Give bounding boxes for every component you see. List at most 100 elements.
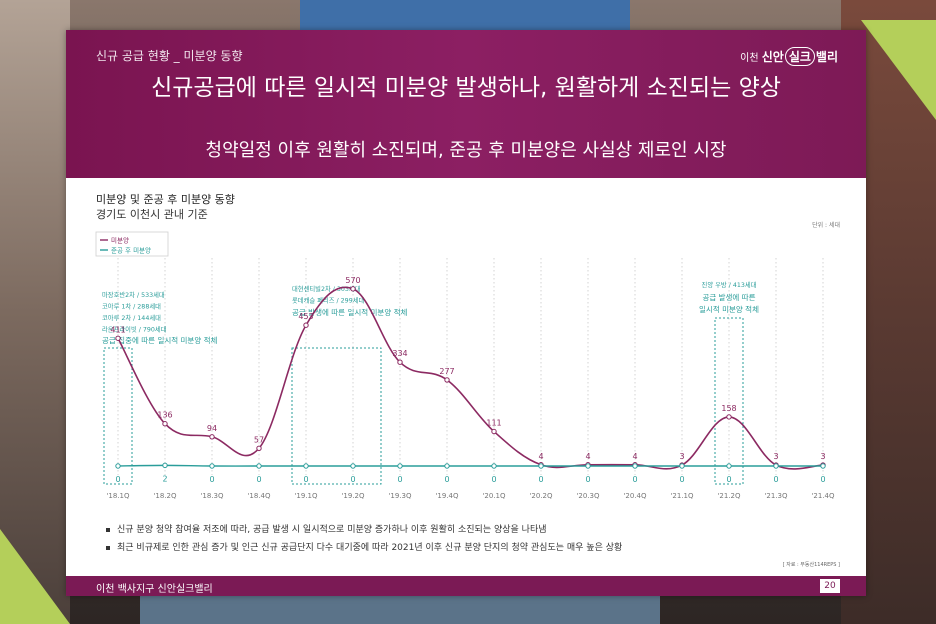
breadcrumb: 신규 공급 현황 _ 미분양 동향 — [96, 49, 243, 63]
data-label: 57 — [254, 435, 264, 444]
annotation-caption: 공급 발생에 따른 — [702, 292, 755, 302]
data-point — [350, 286, 356, 292]
x-tick-label: '20.2Q — [529, 492, 553, 500]
data-label: 0 — [491, 475, 496, 484]
data-point — [491, 428, 497, 435]
data-label: 0 — [350, 475, 355, 484]
data-point — [209, 463, 215, 469]
annotation-line: 코아루 1차 / 288세대 — [102, 302, 161, 311]
data-point — [256, 445, 262, 451]
note-item: 신규 분양 청약 참여율 저조에 따라, 공급 발생 시 일시적으로 미분양 증… — [106, 522, 547, 535]
note-item: 최근 비규제로 인한 관심 증가 및 인근 신규 공급단지 다수 대기중에 따라… — [106, 540, 622, 553]
x-tick-label: '20.1Q — [482, 492, 506, 500]
data-label: 4 — [585, 452, 590, 461]
chart-title: 미분양 및 준공 후 미분양 동향 — [96, 193, 235, 206]
x-tick-label: '19.1Q — [294, 492, 318, 500]
data-label: 570 — [345, 276, 360, 285]
data-point — [773, 463, 779, 469]
note-text: 최근 비규제로 인한 관심 증가 및 인근 신규 공급단지 다수 대기중에 따라… — [117, 543, 623, 553]
data-label: 334 — [392, 349, 407, 358]
series-line-unsold — [117, 286, 824, 470]
data-label: 0 — [256, 475, 261, 484]
data-label: 4 — [538, 452, 543, 461]
data-point — [444, 377, 450, 383]
data-label: 0 — [397, 475, 402, 484]
data-label: 0 — [538, 475, 543, 484]
legend-box — [95, 231, 169, 257]
data-label: 277 — [439, 367, 454, 376]
data-point — [820, 463, 826, 469]
data-point — [726, 414, 732, 420]
page-subtitle: 청약일정 이후 원활히 소진되며, 준공 후 미분양은 사실상 제로인 시장 — [205, 140, 727, 161]
x-tick-label: '21.4Q — [811, 492, 835, 500]
data-label: 3 — [679, 452, 684, 461]
annotation-line: 대현센티빌2차 / 303세대 — [292, 284, 361, 293]
line-chart: '18.1Q '18.2Q '18.3Q '18.4Q '19.1Q '19.2Q '19.… — [95, 231, 835, 500]
data-point — [491, 463, 497, 469]
slide: 신규 공급 현황 _ 미분양 동향 이천 신안 실크 밸리 신규공급에 따른 일시적… — [66, 30, 866, 596]
data-label: 4 — [632, 452, 637, 461]
annotation-box — [291, 347, 382, 485]
logo-brand-c: 밸리 — [815, 50, 838, 64]
logo-brand-b: 실크 — [784, 47, 815, 66]
source-note: [ 자료 : 부동산114REPS ] — [782, 562, 840, 568]
footer-text: 이천 백사지구 신안실크밸리 — [96, 584, 213, 595]
data-label: 94 — [207, 424, 217, 433]
slide-footer: 이천 백사지구 신안실크밸리 20 — [66, 576, 866, 596]
x-tick-label: '19.2Q — [341, 492, 365, 500]
annotation-line: 진양 우방 / 413세대 — [702, 280, 757, 289]
logo-brand-a: 신안 — [761, 50, 784, 64]
logo-prefix: 이천 — [740, 53, 759, 64]
data-label: 3 — [773, 452, 778, 461]
data-point — [444, 463, 450, 469]
annotation-box — [103, 347, 133, 485]
data-point — [679, 463, 685, 469]
data-label: 0 — [209, 475, 214, 484]
brand-logo: 이천 신안 실크 밸리 — [740, 47, 838, 66]
x-tick-label: '18.3Q — [200, 492, 224, 500]
background-sky — [300, 0, 630, 30]
data-label: 3 — [820, 452, 825, 461]
legend-label: 준공 후 미분양 — [111, 246, 151, 255]
data-label: 0 — [115, 475, 120, 484]
data-label: 136 — [157, 411, 172, 420]
annotation-caption: 공급 집중에 따른 일시적 미분양 적체 — [102, 335, 218, 345]
data-point — [162, 421, 168, 427]
data-label: 0 — [585, 475, 590, 484]
data-label: 0 — [679, 475, 684, 484]
data-point — [303, 463, 309, 469]
data-point — [256, 463, 262, 469]
x-tick-label: '21.3Q — [764, 492, 788, 500]
legend-label: 미분양 — [111, 236, 129, 245]
data-label: 453 — [298, 312, 313, 321]
bullet-icon — [106, 527, 110, 532]
data-point — [726, 463, 732, 469]
data-point — [397, 463, 403, 469]
data-label: 158 — [721, 404, 736, 413]
page-title: 신규공급에 따른 일시적 미분양 발생하나, 원활하게 소진되는 양상 — [151, 75, 781, 101]
chart-subtitle: 경기도 이천시 관내 기준 — [96, 208, 208, 221]
data-point — [538, 463, 544, 469]
data-point — [397, 359, 403, 365]
x-tick-label: '21.1Q — [670, 492, 694, 500]
data-point — [585, 463, 591, 469]
x-tick-label: '18.2Q — [153, 492, 177, 500]
background-water — [140, 595, 660, 624]
note-text: 신규 분양 청약 참여율 저조에 따라, 공급 발생 시 일시적으로 미분양 증… — [117, 525, 547, 535]
decor-triangle-top-right — [861, 20, 936, 120]
page-number: 20 — [820, 579, 840, 593]
annotation-line: 롯데캐슬 페리즈 / 299세대 — [292, 296, 364, 305]
data-point — [350, 463, 356, 469]
data-point — [209, 434, 215, 440]
decor-triangle-bottom-left — [0, 529, 70, 624]
x-tick-label: '20.4Q — [623, 492, 647, 500]
x-tick-label: '18.4Q — [247, 492, 271, 500]
annotation-box — [714, 317, 744, 485]
data-label: 0 — [726, 475, 731, 484]
data-point — [162, 462, 168, 469]
data-point — [303, 322, 309, 328]
data-label: 411 — [110, 325, 125, 334]
data-point — [115, 335, 121, 341]
x-tick-label: '19.3Q — [388, 492, 412, 500]
annotation-caption: 공급 발생에 따른 일시적 미분양 적체 — [292, 307, 408, 317]
